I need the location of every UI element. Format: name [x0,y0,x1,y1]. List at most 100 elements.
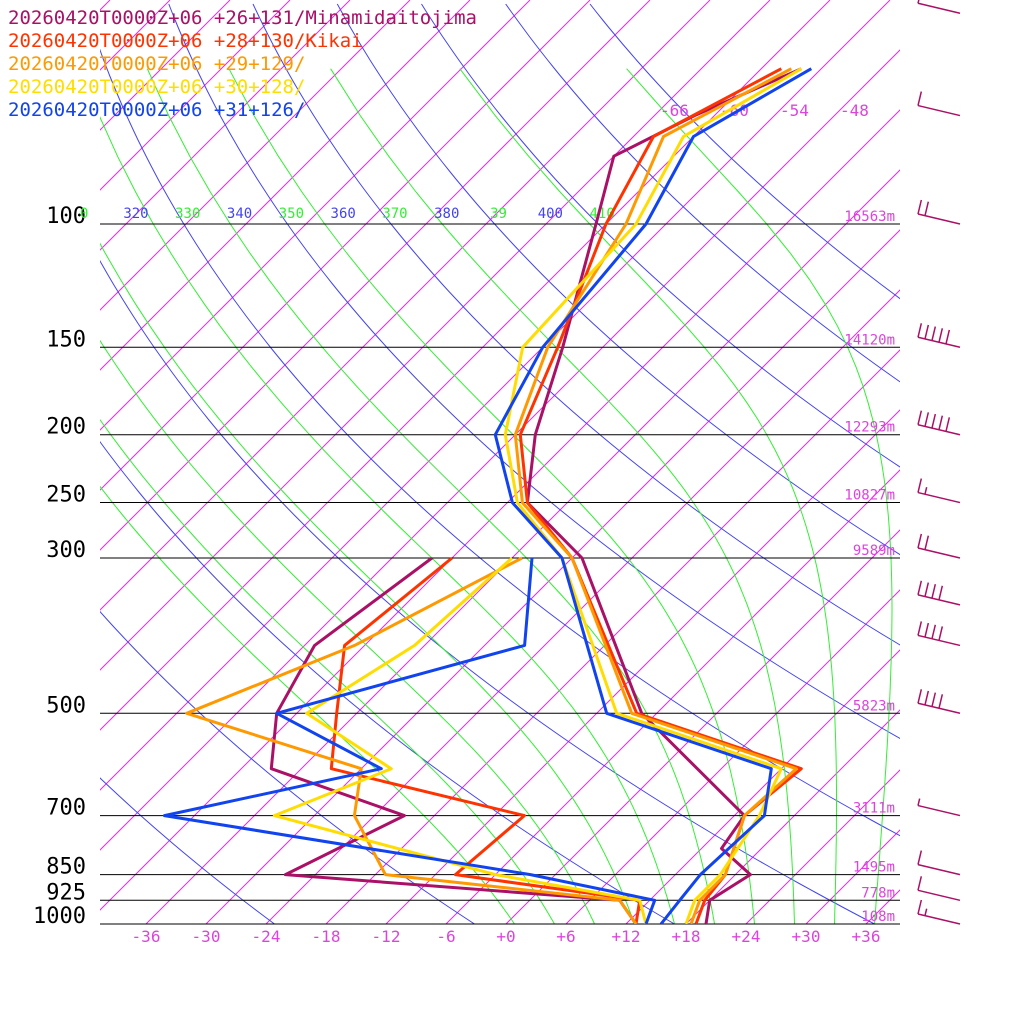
wind-barb-flag [924,622,930,638]
wind-barb-flag [917,410,923,425]
wind-barb-flag [945,417,951,432]
legend-entry-1: 20260420T0000Z+06 +26+131/Minamidaitojim… [8,7,477,29]
legend-entry-4: 20260420T0000Z+06 +30+128/ [8,76,305,98]
wind-barb [917,478,961,504]
temperature-tick-label: -12 [372,927,401,946]
pressure-label: 850 [46,855,86,880]
temperature-tick-label: +30 [792,927,821,946]
dry-adiabat-line [336,3,900,556]
wind-barb-flag [931,413,937,429]
isotherm-line [100,0,891,791]
wind-barb-staff [917,889,961,902]
wind-barb-flag [917,876,923,891]
isotherm-line [100,0,171,71]
isotherm-line [100,0,651,551]
wind-barb-flag [938,328,944,343]
wind-barb-flag [931,624,937,639]
wind-barb-flag [938,694,944,709]
moist-adiabat-line [100,116,675,924]
temperature-tick-label: +36 [852,927,881,946]
theta-label: 360 [331,206,356,222]
height-label: 1495m [853,860,895,876]
wind-barb-flag [917,91,923,106]
isotherm-line [505,529,900,924]
height-label: 14120m [844,332,895,348]
isotherm-line [100,0,411,311]
legend-entry-3: 20260420T0000Z+06 +29+129/ [8,53,305,75]
isotherm-label: -54 [780,101,809,120]
temperature-tick-label: +6 [556,927,575,946]
temperature-tick-label: -30 [192,927,221,946]
temperature-tick-label: -18 [312,927,341,946]
height-label: 5823m [853,698,895,714]
dry-adiabat-line [589,3,900,300]
height-label: 778m [861,885,895,901]
dry-adiabat-line [100,48,900,837]
wind-barb-staff [917,491,961,504]
wind-barb-flag [924,412,930,427]
dewpoint-profile-4 [272,556,648,924]
wind-barb-flag [917,533,923,549]
moist-adiabat-line [626,68,893,924]
wind-barb-flag [931,326,937,341]
temperature-tick-label: -6 [436,927,455,946]
pressure-label: 300 [46,538,86,563]
isotherm-line [145,169,900,924]
isotherm-label: -48 [840,101,869,120]
isotherm-label: -60 [720,101,749,120]
height-label: 16563m [844,209,895,225]
isotherm-line [0,0,50,924]
isotherm-line [100,0,291,191]
wind-barb-flag [917,580,923,596]
theta-label: 320 [123,206,148,222]
dry-adiabat-line [505,3,900,383]
temperature-tick-label: +12 [612,927,641,946]
isotherm-line [445,469,900,924]
dry-adiabat-line [100,777,275,924]
wind-barb [917,533,961,559]
dewpoint-profile-3 [185,556,638,924]
pressure-label: 250 [46,483,86,508]
isotherm-line [100,0,351,251]
isotherm-line [265,289,900,924]
wind-barb [917,798,961,817]
dry-adiabat-line [100,260,875,924]
theta-label: 330 [175,206,200,222]
wind-barb [917,621,961,647]
moist-adiabat-line [100,339,595,924]
height-label: 10827m [844,488,895,504]
wind-barb-staff [917,104,961,117]
wind-barb-flag [931,584,937,599]
isotherm-line [385,409,900,924]
isotherm-line [805,829,900,924]
wind-barb-flag [924,535,930,550]
wind-barb-flag [917,0,920,4]
isotherm-line [100,49,900,851]
temperature-profile-4 [503,67,803,924]
wind-barb-staff [917,213,961,225]
isotherm-line [325,349,900,924]
wind-barb-flag [938,415,944,430]
pressure-label: 700 [46,796,86,821]
wind-barb [917,199,961,225]
dry-adiabat-line [100,440,675,924]
theta-label: 340 [227,206,252,222]
wind-barb-flag [945,329,951,345]
wind-barb-staff [917,804,961,817]
dry-adiabat-line [100,610,475,924]
wind-barb [917,91,961,117]
pressure-label: 200 [46,415,86,440]
wind-barb [917,580,961,606]
temperature-tick-label: +18 [672,927,701,946]
wind-barb-half-flag [924,908,928,916]
wind-barb-flag [924,324,930,340]
wind-barb [917,323,961,348]
isotherm-label: -66 [660,101,689,120]
pressure-label: 925 [46,880,86,905]
moist-adiabat-line [330,68,795,924]
isotherm-line [100,0,111,11]
theta-label: 0 [80,206,88,222]
height-label: 12293m [844,420,895,436]
dry-adiabat-line [252,3,900,646]
